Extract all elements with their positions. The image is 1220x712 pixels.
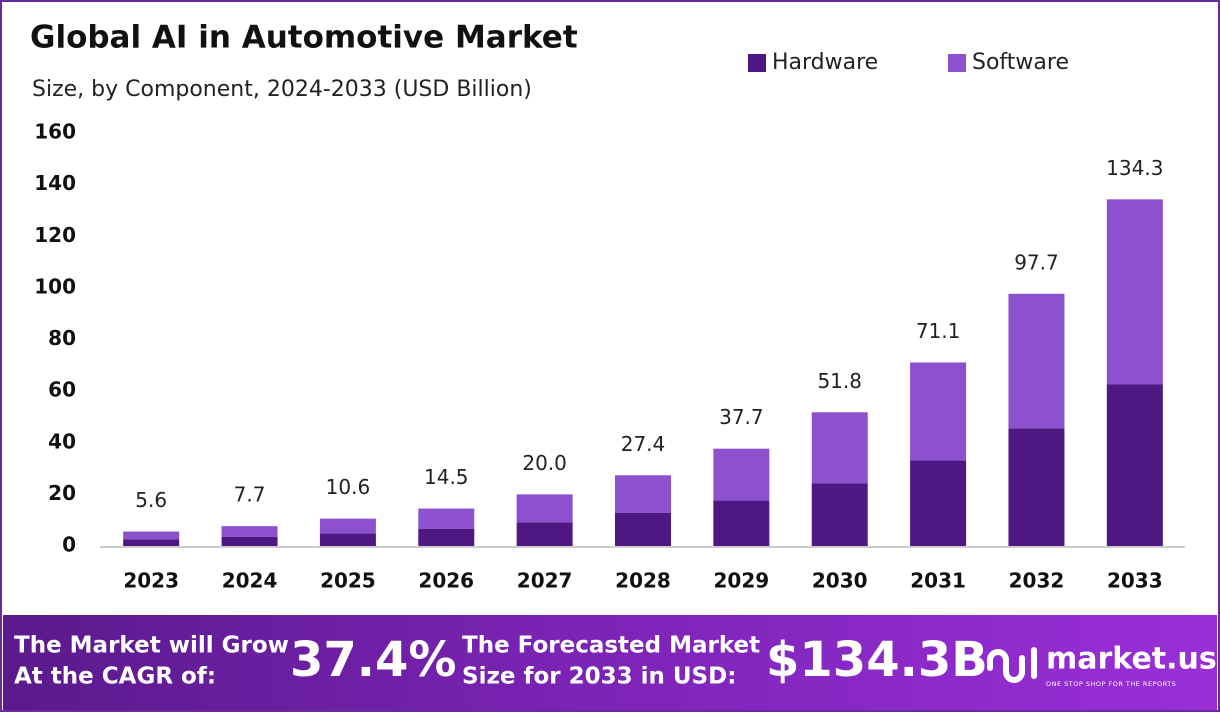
x-tick-label: 2026 [418, 569, 474, 593]
y-tick-label: 20 [48, 481, 76, 505]
x-tick-label: 2032 [1009, 569, 1065, 593]
x-tick-label: 2024 [222, 569, 278, 593]
brand: market.us [1046, 642, 1217, 677]
bar-segment [319, 533, 376, 546]
x-tick-label: 2030 [812, 569, 868, 593]
bar-segment [615, 512, 671, 546]
bar-segment [1106, 384, 1163, 546]
bar-segment [319, 518, 376, 534]
total-label: 10.6 [326, 475, 371, 499]
y-tick-label: 0 [62, 533, 76, 557]
total-label: 134.3 [1106, 156, 1163, 180]
y-tick-label: 160 [34, 120, 76, 144]
total-label: 14.5 [424, 465, 469, 489]
legend-swatch [948, 54, 966, 72]
total-label: 27.4 [621, 432, 666, 456]
bar-segment [123, 531, 180, 540]
chart-title: Global AI in Automotive Market [30, 20, 578, 56]
bar-segment [418, 508, 475, 529]
total-label: 7.7 [234, 483, 266, 507]
x-tick-label: 2033 [1107, 569, 1163, 593]
footer-text: At the CAGR of: [14, 664, 216, 690]
y-tick-label: 140 [34, 171, 76, 195]
total-label: 97.7 [1014, 250, 1059, 274]
legend-label: Hardware [772, 50, 878, 75]
footer-text: Size for 2033 in USD: [462, 664, 736, 690]
y-tick-label: 120 [34, 223, 76, 247]
bar-segment [516, 494, 573, 523]
bar-segment [1008, 293, 1065, 429]
bar-segment [811, 412, 868, 484]
footer-banner [3, 615, 1217, 710]
bar-segment [615, 475, 671, 513]
bar-segment [910, 460, 967, 546]
footer-text: The Market will Grow [14, 633, 289, 659]
bar-segment [713, 500, 770, 546]
y-tick-label: 100 [34, 274, 76, 298]
total-label: 71.1 [916, 319, 961, 343]
legend-swatch [748, 54, 766, 72]
total-label: 37.7 [719, 405, 764, 429]
bar-segment [713, 448, 770, 501]
logo-icon [987, 647, 1037, 683]
bar-segment [1008, 428, 1065, 546]
x-tick-label: 2027 [517, 569, 573, 593]
bar-segment [811, 483, 868, 546]
x-tick-label: 2025 [320, 569, 376, 593]
footer-text: The Forecasted Market [462, 633, 760, 659]
tagline: ONE STOP SHOP FOR THE REPORTS [1046, 680, 1176, 688]
x-tick-label: 2029 [714, 569, 770, 593]
x-tick-label: 2028 [615, 569, 671, 593]
bar-segment [123, 539, 180, 546]
bar-segment [221, 526, 278, 537]
bar-segment [418, 528, 475, 546]
total-label: 20.0 [522, 451, 567, 475]
footer-value: 37.4% [290, 632, 457, 688]
y-tick-label: 80 [48, 326, 76, 350]
legend-label: Software [972, 50, 1069, 75]
y-tick-label: 40 [48, 429, 76, 453]
bar-segment [221, 536, 278, 546]
total-label: 5.6 [135, 488, 167, 512]
footer-value: $134.3B [766, 632, 988, 688]
x-tick-label: 2023 [123, 569, 179, 593]
y-tick-label: 60 [48, 378, 76, 402]
x-tick-label: 2031 [910, 569, 966, 593]
bar-segment [1106, 199, 1163, 385]
total-label: 51.8 [817, 369, 862, 393]
bar-segment [910, 362, 967, 461]
chart-subtitle: Size, by Component, 2024-2033 (USD Billi… [32, 77, 532, 102]
bar-segment [516, 522, 573, 546]
